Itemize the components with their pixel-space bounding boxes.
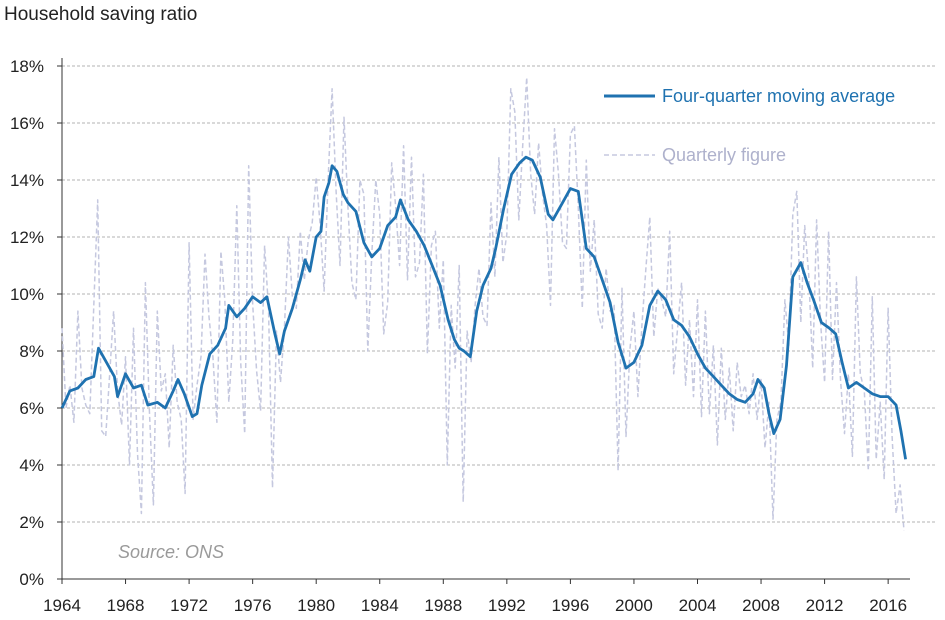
x-tick-label: 1968: [107, 596, 145, 615]
x-tick-label: 1996: [551, 596, 589, 615]
x-tick-label: 1988: [424, 596, 462, 615]
y-tick-label: 10%: [10, 285, 44, 304]
chart-title: Household saving ratio: [4, 4, 198, 25]
y-tick-label: 2%: [19, 513, 44, 532]
x-tick-label: 1980: [297, 596, 335, 615]
x-tick-label: 2016: [869, 596, 907, 615]
y-tick-label: 16%: [10, 114, 44, 133]
axes: [57, 58, 910, 584]
x-tick-label: 1972: [170, 596, 208, 615]
x-axis-tick-labels: 1964 1968 1972 1976 1980 1984 1988 1992 1996 2000…: [43, 596, 907, 615]
legend-label-four-quarter-moving-average: Four-quarter moving average: [662, 86, 895, 106]
series-line-four-quarter-moving-average: [60, 155, 907, 460]
y-tick-label: 14%: [10, 171, 44, 190]
y-tick-label: 18%: [10, 57, 44, 76]
y-axis-tick-labels: 0% 2% 4% 6% 8% 10% 12% 14% 16% 18%: [10, 57, 44, 589]
x-tick-label: 1984: [361, 596, 399, 615]
x-tick-label: 2008: [742, 596, 780, 615]
source-note: Source: ONS: [118, 542, 224, 562]
y-tick-label: 6%: [19, 399, 44, 418]
legend-label-quarterly-figure: Quarterly figure: [662, 145, 786, 165]
x-tick-label: 2012: [806, 596, 844, 615]
y-tick-label: 8%: [19, 342, 44, 361]
x-tick-label: 1976: [234, 596, 272, 615]
x-tick-label: 1964: [43, 596, 81, 615]
y-tick-label: 12%: [10, 228, 44, 247]
y-tick-label: 4%: [19, 456, 44, 475]
x-tick-label: 2004: [679, 596, 717, 615]
gridlines: [62, 65, 936, 523]
series-layer: [60, 76, 907, 531]
x-tick-label: 1992: [488, 596, 526, 615]
legend: Four-quarter moving average Quarterly fi…: [604, 86, 895, 165]
x-tick-label: 2000: [615, 596, 653, 615]
y-tick-label: 0%: [19, 570, 44, 589]
